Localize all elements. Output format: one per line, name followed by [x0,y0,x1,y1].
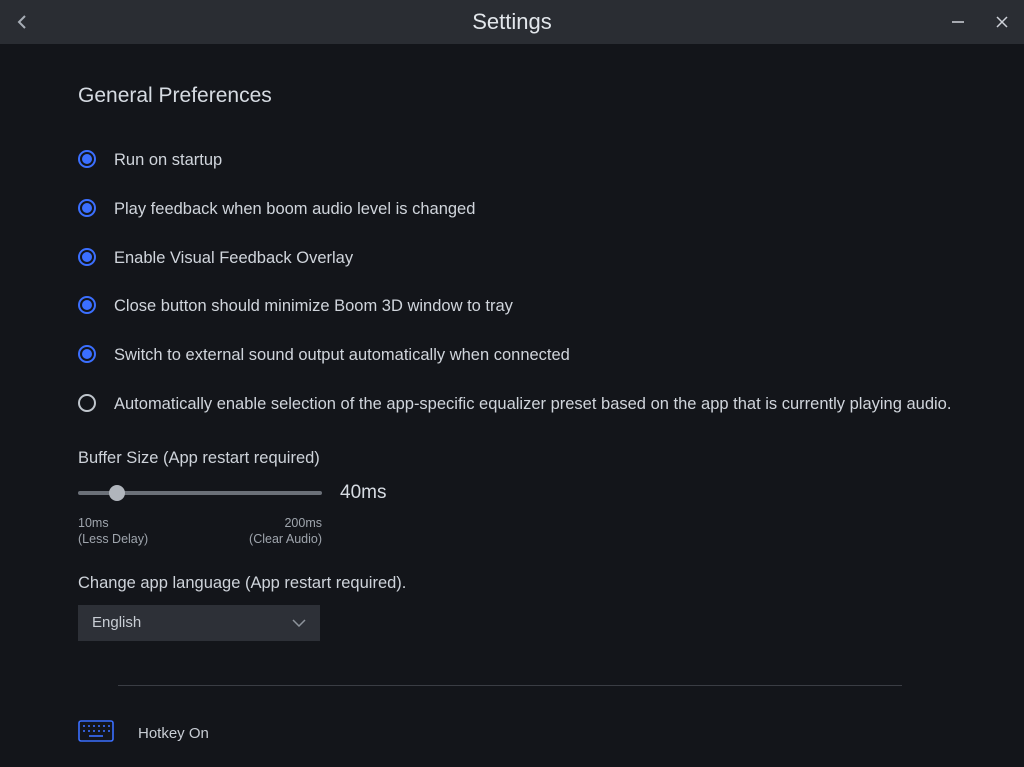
language-block: Change app language (App restart require… [78,574,1000,641]
slider-thumb[interactable] [109,485,125,501]
keyboard-icon [78,720,114,747]
content-area: General Preferences Run on startup Play f… [0,44,1024,767]
language-dropdown[interactable]: English [78,605,320,641]
radio-button[interactable] [78,345,96,363]
minimize-icon [951,15,965,29]
option-row[interactable]: Automatically enable selection of the ap… [78,392,1000,417]
radio-button[interactable] [78,199,96,217]
slider-track [78,491,322,495]
language-title: Change app language (App restart require… [78,574,1000,593]
option-row[interactable]: Switch to external sound output automati… [78,343,1000,368]
option-label: Play feedback when boom audio level is c… [114,197,475,222]
option-row[interactable]: Close button should minimize Boom 3D win… [78,294,1000,319]
radio-button[interactable] [78,248,96,266]
slider-min-label: 10ms [78,516,109,530]
close-icon [995,15,1009,29]
chevron-down-icon [292,619,306,627]
buffer-title: Buffer Size (App restart required) [78,449,1000,468]
option-label: Run on startup [114,148,222,173]
option-row[interactable]: Enable Visual Feedback Overlay [78,246,1000,271]
buffer-value-label: 40ms [340,482,386,504]
titlebar: Settings [0,0,1024,44]
radio-button[interactable] [78,150,96,168]
radio-button[interactable] [78,394,96,412]
section-divider [118,685,902,686]
buffer-size-block: Buffer Size (App restart required) 40ms … [78,449,1000,546]
options-list: Run on startup Play feedback when boom au… [78,148,1000,417]
hotkey-status-label: Hotkey On [138,725,209,742]
slider-legend: 10ms (Less Delay) 200ms (Clear Audio) [78,516,322,546]
chevron-left-icon [17,14,27,30]
option-row[interactable]: Run on startup [78,148,1000,173]
close-button[interactable] [980,0,1024,44]
option-label: Enable Visual Feedback Overlay [114,246,353,271]
option-label: Close button should minimize Boom 3D win… [114,294,513,319]
slider-max-sub: (Clear Audio) [249,532,322,546]
radio-button[interactable] [78,296,96,314]
option-label: Switch to external sound output automati… [114,343,570,368]
hotkey-status-row: Hotkey On [78,720,1000,747]
buffer-slider[interactable] [78,491,322,495]
back-button[interactable] [0,0,44,44]
option-row[interactable]: Play feedback when boom audio level is c… [78,197,1000,222]
option-label: Automatically enable selection of the ap… [114,392,951,417]
section-title: General Preferences [78,84,1000,108]
window-title: Settings [0,9,1024,35]
slider-max-label: 200ms [284,516,322,530]
minimize-button[interactable] [936,0,980,44]
slider-min-sub: (Less Delay) [78,532,148,546]
language-selected: English [92,614,141,631]
